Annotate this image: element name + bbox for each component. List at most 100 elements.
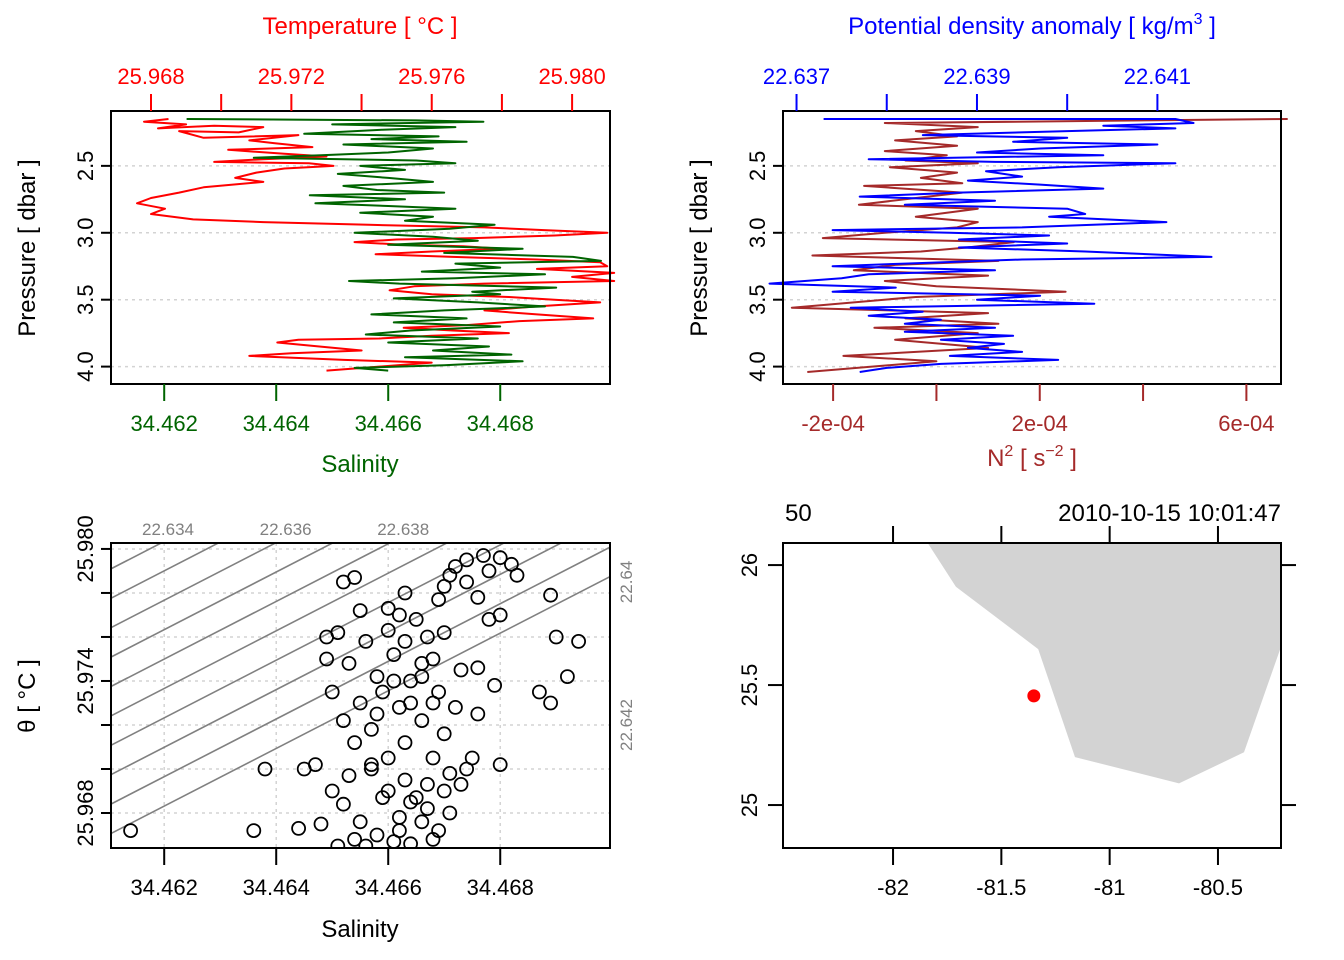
- x-tick-label: 34.466: [355, 411, 422, 436]
- ts-point: [324, 684, 340, 700]
- y-tick-label: 4.0: [73, 351, 98, 382]
- salinity-axis-ticks: 34.462 34.464 34.466 34.468: [131, 384, 534, 436]
- isopycnal-label: 22.64: [617, 561, 636, 604]
- x-tick-label: 25.976: [398, 64, 465, 89]
- ts-point: [419, 629, 435, 645]
- isopycnal-label: 22.638: [377, 520, 429, 539]
- salinity-axis-label: Salinity: [321, 451, 398, 478]
- isopycnal-line: [111, 543, 335, 658]
- x-tick-label: 2e-04: [1012, 411, 1068, 436]
- n2-label-mid: [ s: [1013, 445, 1045, 472]
- ts-point: [403, 695, 419, 711]
- ts-profile-panel: 2.5 3.0 3.5 4.0 25.968 25.972 25.976 25.980 34…: [14, 13, 616, 478]
- pressure-axis-label-2: Pressure [ dbar ]: [686, 159, 713, 336]
- ts-point: [347, 570, 363, 585]
- density-n2-plot-frame: [782, 110, 1282, 385]
- ts-profile-grid: [111, 165, 610, 368]
- density-axis-ticks: 22.637 22.639 22.641: [763, 64, 1191, 111]
- ts-diagram-grid: [111, 543, 610, 848]
- ts-point: [509, 567, 525, 583]
- ts-point: [560, 669, 575, 684]
- ts-point: [414, 814, 430, 830]
- ts-point: [453, 662, 469, 678]
- ts-point: [475, 548, 491, 563]
- ts-point: [470, 660, 486, 676]
- ts-point: [419, 777, 435, 792]
- ts-point: [391, 607, 407, 623]
- isopycnal-label: 22.634: [142, 520, 194, 539]
- ts-point: [330, 625, 346, 640]
- ts-diagram-plot-frame: [110, 542, 611, 849]
- temperature-axis-label: Temperature [ °C ]: [263, 13, 458, 40]
- isopycnal-line: [111, 543, 392, 688]
- y-tick-label: 25.968: [73, 779, 98, 846]
- ts-point: [442, 805, 458, 821]
- x-tick-label: 25.968: [117, 64, 184, 89]
- ts-point: [319, 651, 335, 667]
- ts-point: [492, 757, 508, 772]
- ts-point: [341, 768, 357, 783]
- ts-point: [397, 585, 413, 601]
- ts-point: [571, 634, 586, 649]
- isopycnal-label: 22.642: [617, 699, 636, 751]
- ts-point: [543, 587, 558, 603]
- y-tick-label: 3.5: [745, 284, 770, 315]
- ts-point: [335, 713, 351, 728]
- y-tick-label: 3.0: [73, 217, 98, 248]
- ts-point: [408, 612, 424, 627]
- latitude-axis-ticks: 25 25.5 26: [737, 553, 1296, 817]
- x-tick-label: 22.641: [1124, 64, 1191, 89]
- y-tick-label: 2.5: [73, 151, 98, 182]
- ts-scatter-points: [123, 548, 586, 848]
- ts-point: [335, 796, 351, 812]
- ts-point: [386, 834, 402, 848]
- ts-point: [487, 678, 503, 693]
- n2-axis-ticks: -2e-04 2e-04 6e-04: [801, 384, 1275, 436]
- ts-point: [386, 647, 402, 662]
- salinity-series: [186, 118, 602, 372]
- y-tick-label: 25: [737, 793, 762, 817]
- ts-point: [369, 669, 385, 684]
- station-time-label: 2010-10-15 10:01:47: [1058, 500, 1281, 527]
- ts-point: [324, 783, 340, 799]
- x-tick-label: 34.466: [355, 875, 422, 900]
- ts-point: [436, 726, 452, 742]
- x-tick-label: 34.468: [467, 875, 534, 900]
- y-tick-label: 25.980: [73, 515, 98, 582]
- density-axis-label: Potential density anomaly [ kg/m3 ]: [848, 11, 1216, 40]
- isopycnal-line: [111, 543, 449, 717]
- y-tick-label: 3.5: [73, 284, 98, 315]
- ts-point: [470, 590, 486, 605]
- ts-point: [391, 810, 407, 825]
- ts-point: [436, 625, 452, 640]
- ts-profile-y-ticks: 2.5 3.0 3.5 4.0: [73, 151, 111, 382]
- ts-point: [380, 601, 396, 616]
- ts-point: [408, 790, 424, 805]
- pressure-axis-label: Pressure [ dbar ]: [14, 159, 41, 336]
- x-tick-label: 34.462: [131, 875, 198, 900]
- ts-point: [313, 816, 329, 832]
- ts-point: [369, 827, 385, 843]
- ts-point: [363, 757, 379, 772]
- x-tick-label: 34.462: [131, 411, 198, 436]
- ts-point: [330, 838, 346, 848]
- y-tick-label: 25.5: [737, 664, 762, 707]
- ts-point: [442, 766, 458, 781]
- ts-point: [431, 823, 447, 838]
- ts-point: [459, 552, 475, 568]
- isopycnal-line: [111, 543, 278, 629]
- x-tick-label: 22.637: [763, 64, 830, 89]
- theta-axis-ticks: 25.968 25.974 25.980: [73, 515, 111, 847]
- isopycnal-line: [111, 543, 221, 600]
- station-map-panel: -82 -81.5 -81 -80.5 25 25.5 26 50 2010-10-15 …: [737, 500, 1296, 900]
- ts-point: [492, 550, 508, 566]
- station-points: [1027, 689, 1041, 703]
- isopycnal-line: [111, 546, 610, 805]
- temperature-axis-ticks: 25.968 25.972 25.976 25.980: [117, 64, 606, 111]
- ts-point: [386, 673, 402, 689]
- x-tick-label: 25.980: [538, 64, 605, 89]
- ts-point: [369, 706, 385, 722]
- y-tick-label: 26: [737, 553, 762, 577]
- ts-point: [123, 823, 139, 838]
